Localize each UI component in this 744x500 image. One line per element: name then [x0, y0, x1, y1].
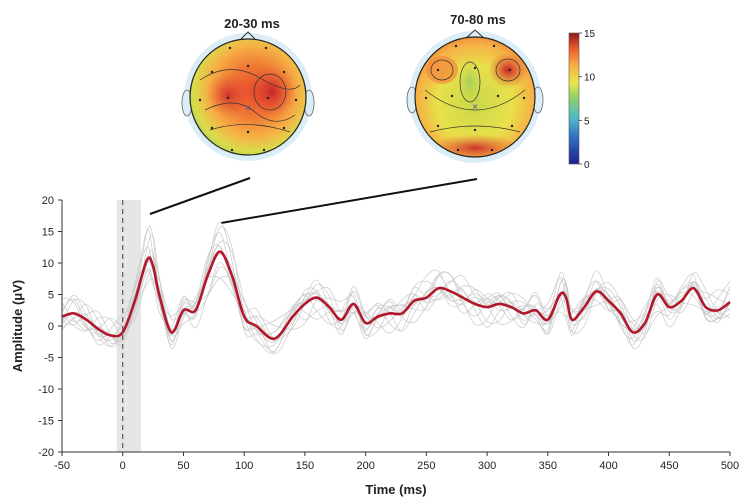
y-ticks: 20 15 10 5 0 -5 -10 -15 -20	[38, 195, 62, 459]
connector-line	[220, 178, 478, 224]
y-axis-label: Amplitude (μV)	[10, 280, 25, 372]
topomap-title: 20-30 ms	[224, 16, 280, 31]
x-tick-label: -50	[54, 460, 70, 472]
y-tick-label: 15	[42, 227, 54, 239]
colorbar: 15 10 5 0	[568, 29, 596, 171]
colorbar-tick-label: 0	[584, 160, 590, 171]
trial-trace	[61, 245, 731, 350]
x-tick-label: 0	[120, 460, 126, 472]
x-ticks: -50 0 50 100 150 200 250 300 350 400 450 500	[54, 452, 739, 472]
x-tick-label: 200	[356, 460, 374, 472]
colorbar-ticks: 15 10 5 0	[579, 29, 596, 171]
topomap-70-80ms: 70-80 ms ×	[406, 12, 544, 163]
x-tick-label: 350	[539, 460, 557, 472]
y-tick-label: -20	[38, 447, 54, 459]
x-tick-label: 50	[177, 460, 189, 472]
y-tick-label: 0	[48, 321, 54, 333]
x-tick-label: 400	[599, 460, 617, 472]
colorbar-tick-label: 15	[584, 29, 596, 40]
y-tick-label: -15	[38, 416, 54, 428]
x-tick-label: 500	[721, 460, 739, 472]
mean-erp-line	[61, 250, 731, 340]
x-tick-label: 150	[296, 460, 314, 472]
x-tick-label: 300	[478, 460, 496, 472]
y-tick-label: -5	[44, 353, 54, 365]
y-tick-label: 10	[42, 258, 54, 270]
x-tick-label: 100	[235, 460, 253, 472]
x-tick-label: 250	[417, 460, 435, 472]
trial-traces	[61, 221, 731, 355]
connector-line	[149, 177, 251, 215]
y-tick-label: -10	[38, 384, 54, 396]
x-axis-label: Time (ms)	[365, 482, 426, 497]
trial-trace	[61, 251, 731, 355]
x-tick-label: 450	[660, 460, 678, 472]
trial-trace	[61, 234, 731, 352]
svg-text:×: ×	[472, 102, 478, 113]
colorbar-tick-label: 5	[584, 116, 590, 127]
topomap-20-30ms: 20-30 ms ×	[181, 16, 315, 161]
svg-text:×: ×	[245, 103, 251, 114]
topomap-title: 70-80 ms	[450, 12, 506, 27]
colorbar-tick-label: 10	[584, 73, 596, 84]
y-tick-label: 20	[42, 195, 54, 207]
y-tick-label: 5	[48, 290, 54, 302]
